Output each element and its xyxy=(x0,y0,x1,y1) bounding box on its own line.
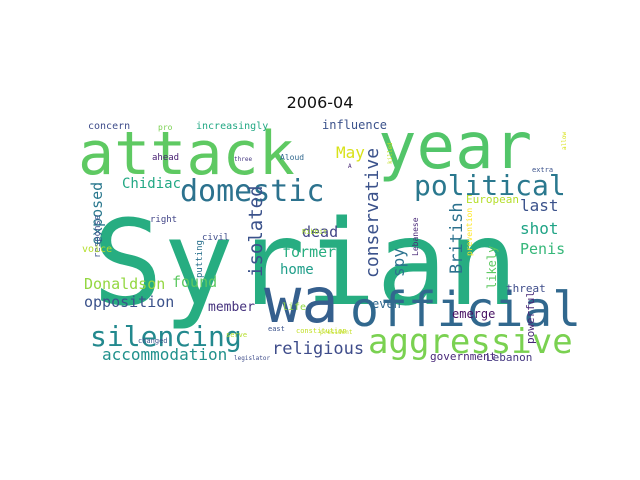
word-president: president xyxy=(320,329,353,336)
word-putting: putting xyxy=(195,240,205,278)
word-response: response xyxy=(93,215,103,258)
word-prevention: prevention xyxy=(465,208,474,256)
word-three: three xyxy=(234,156,252,163)
word-opposition: opposition xyxy=(84,293,174,311)
word-shot: shot xyxy=(520,219,559,238)
word-chidiac: Chidiac xyxy=(122,176,181,192)
word-constitution: constitution xyxy=(296,327,347,335)
word-lebanon: Lebanon xyxy=(486,351,532,364)
word-syrian: Syrian xyxy=(92,194,518,332)
word-allow: allow xyxy=(561,132,568,150)
word-concern: concern xyxy=(88,121,130,132)
word-civil: civil xyxy=(202,233,229,243)
word-attack: attack xyxy=(78,119,295,189)
word-lebanese: Lebanese xyxy=(411,217,420,256)
word-emerge: emerge xyxy=(452,307,495,321)
word-european: European xyxy=(466,193,519,206)
word-killed: killed xyxy=(387,142,394,164)
word-british: British xyxy=(447,202,467,274)
word-isolated: isolated xyxy=(245,185,267,277)
word-dead: dead xyxy=(302,223,338,241)
word-silencing: silencing xyxy=(90,320,242,353)
word-even: even xyxy=(372,297,401,311)
word-increasingly: increasingly xyxy=(196,121,268,132)
word-may: May xyxy=(336,143,365,162)
word-home: home xyxy=(280,262,314,278)
word-religious: religious xyxy=(272,339,364,359)
word-voice: voice xyxy=(82,244,112,255)
word-domestic: domestic xyxy=(180,174,325,209)
word-official: official xyxy=(350,282,581,338)
word-legislator: legislator xyxy=(234,355,271,362)
word-aloud: Aloud xyxy=(280,153,304,162)
word-east: east xyxy=(268,325,285,333)
word-accommodation: accommodation xyxy=(102,345,227,364)
word-threat: threat xyxy=(506,282,546,295)
word-penis: Penis xyxy=(520,240,565,258)
word-pro: pro xyxy=(158,123,173,132)
word-aggressive: aggressive xyxy=(368,322,573,362)
word-spy: spy xyxy=(389,248,408,277)
word-right: right xyxy=(150,215,177,225)
word-wa: wa xyxy=(264,264,339,337)
word-serve: serve xyxy=(226,331,247,339)
word-year: year xyxy=(378,110,532,184)
word-exposed: exposed xyxy=(88,182,106,245)
word-found: found xyxy=(172,273,217,291)
word-likely: likely xyxy=(485,246,499,289)
word-member: member xyxy=(208,300,255,315)
word-government: government xyxy=(430,350,496,363)
word-political: political xyxy=(414,169,566,202)
word-extra: extra xyxy=(532,166,553,174)
word-conservative: conservative xyxy=(362,148,383,278)
chart-title: 2006-04 xyxy=(286,93,354,112)
word-ahead: ahead xyxy=(152,153,179,163)
word-last: last xyxy=(520,196,559,215)
word-influence: influence xyxy=(322,118,387,132)
word-life: life xyxy=(282,302,306,313)
word-powerful: powerful xyxy=(524,291,537,344)
word-ribbit: Ribbit xyxy=(302,228,327,236)
word-changed: changed xyxy=(138,337,168,345)
word-former: former xyxy=(282,243,336,261)
word-donaldson: Donaldson xyxy=(84,275,165,293)
word-a: A xyxy=(348,163,352,170)
